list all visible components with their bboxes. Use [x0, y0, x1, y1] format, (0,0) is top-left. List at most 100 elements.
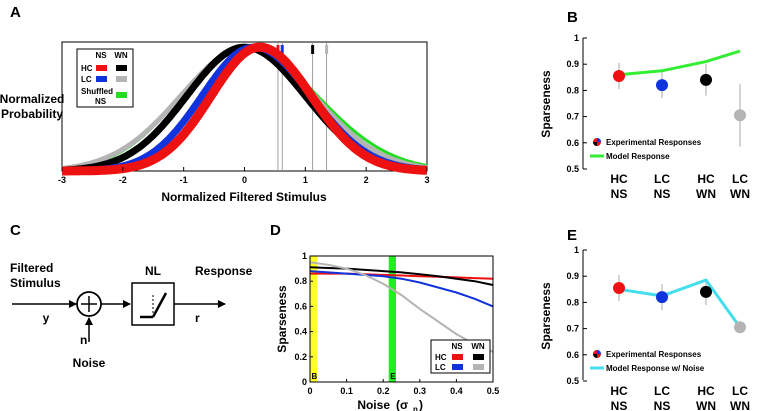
d-band-e — [388, 256, 397, 382]
panel-a-ylabel-1: Normalized — [0, 92, 64, 106]
panel-d-frame — [309, 255, 494, 383]
panel-b-ylabel: Sparseness — [539, 70, 553, 138]
legend-e-exp-marker-blue — [597, 350, 601, 354]
panel-b-model-line — [618, 49, 741, 77]
b-category-label: NS — [654, 187, 671, 201]
panel-a-chart: -3 -2 -1 0 1 2 3 Normalized Filtered Stimulus … — [0, 41, 430, 204]
e-point-hc-ns — [613, 281, 625, 294]
panel-d-legend: NS WN HC LC — [430, 339, 491, 374]
legend-a-row-hc: HC — [81, 64, 93, 73]
legend-b-exp-label: Experimental Responses — [606, 138, 702, 147]
d-line-LC_NS — [309, 270, 494, 308]
d-xtick-label: 0.4 — [450, 386, 463, 396]
a-xtick-label: 2 — [364, 175, 369, 185]
b-point-hc-wn — [700, 73, 712, 86]
panel-a-legend: NS WN HC LC Shuffled NS — [76, 48, 134, 108]
e-ytick-label: 0.5 — [566, 376, 579, 386]
d-xtick-label: 0.3 — [414, 386, 427, 396]
e-category-label: WN — [696, 399, 716, 411]
diagram-input-label-2: Stimulus — [10, 276, 61, 290]
d-ytick-label: 0.6 — [294, 301, 307, 311]
diagram-nl-label: NL — [145, 264, 161, 278]
b-ytick-label: 0.9 — [566, 59, 579, 69]
panel-d-xlabel: Noise — [357, 398, 390, 411]
e-point-lc-ns — [656, 291, 668, 304]
e-ytick-label: 1 — [574, 245, 579, 255]
panel-a-ylabel-2: Probability — [1, 107, 63, 121]
legend-e-model-label: Model Response w/ Noise — [606, 364, 705, 373]
b-ytick-label: 1 — [574, 33, 579, 43]
diagram-r-label: r — [195, 311, 200, 325]
e-category-label: HC — [610, 384, 628, 398]
b-ytick-label: 0.6 — [566, 138, 579, 148]
panel-label-a: A — [10, 4, 21, 21]
a-xtick-label: 1 — [303, 175, 308, 185]
a-threshold-marker — [325, 45, 329, 54]
a-threshold-marker — [311, 45, 315, 54]
panel-d-xlabel-close: ) — [419, 398, 423, 411]
legend-d-swatch-hc-ns — [452, 354, 463, 360]
legend-b-exp-marker-black — [593, 142, 597, 146]
panel-label-e: E — [567, 227, 577, 244]
b-ytick-label: 0.5 — [566, 164, 579, 174]
d-ytick-label: 0.4 — [294, 327, 307, 337]
e-ytick-label: 0.8 — [566, 297, 579, 307]
legend-d-row-hc: HC — [435, 353, 447, 362]
d-xtick-label: 0.1 — [340, 386, 353, 396]
panel-label-b: B — [567, 9, 578, 26]
e-category-label: NS — [611, 399, 628, 411]
diagram-nl-ramp — [151, 292, 168, 318]
panel-e-ylabel: Sparseness — [539, 282, 553, 350]
panel-d-chart: B E 0 0.1 0.2 0.3 0.4 0.5 0 0.2 0.4 0.6 0.8 1 Sparse… — [275, 251, 499, 411]
legend-e-exp-label: Experimental Responses — [606, 350, 702, 359]
panel-c-diagram: Filtered Stimulus y n Noise NL Response … — [10, 261, 253, 370]
e-category-label: WN — [730, 399, 750, 411]
legend-a-row-shuffled-ns: NS — [95, 97, 107, 106]
b-category-label: HC — [697, 172, 715, 186]
e-ytick-label: 0.7 — [566, 324, 579, 334]
e-category-label: LC — [654, 384, 670, 398]
diagram-input-label-1: Filtered — [10, 261, 53, 275]
panel-e-model-line — [618, 278, 742, 329]
b-category-label: NS — [611, 187, 628, 201]
legend-d-swatch-lc-ns — [452, 364, 463, 370]
panel-e-legend: Experimental Responses Model Response w/… — [590, 350, 705, 373]
diagram-n-label: n — [80, 333, 87, 347]
a-threshold-marker — [280, 45, 284, 54]
diagram-y-label: y — [43, 311, 50, 325]
d-band-label: B — [312, 372, 318, 381]
panel-label-c: C — [10, 222, 21, 239]
legend-a-swatch-lc-ns — [96, 76, 107, 82]
d-ytick-label: 0 — [302, 377, 307, 387]
legend-d-swatch-hc-wn — [473, 354, 484, 360]
a-xtick-label: -1 — [180, 175, 188, 185]
b-category-label: WN — [730, 187, 750, 201]
diagram-response-label: Response — [195, 264, 253, 278]
d-band-label: E — [390, 372, 396, 381]
legend-a-swatch-lc-wn — [116, 76, 127, 82]
legend-a-col-ns: NS — [95, 51, 107, 60]
b-ytick-label: 0.8 — [566, 85, 579, 95]
b-category-label: HC — [610, 172, 628, 186]
legend-d-col-wn: WN — [471, 342, 485, 351]
e-point-hc-wn — [700, 285, 712, 298]
legend-b-model-label: Model Response — [606, 152, 670, 161]
a-xtick-label: -3 — [58, 175, 66, 185]
e-ytick-label: 0.9 — [566, 271, 579, 281]
a-xtick-label: 3 — [424, 175, 429, 185]
panel-d-ylabel: Sparseness — [275, 285, 289, 353]
b-category-label: LC — [732, 172, 748, 186]
legend-a-swatch-shuffled — [116, 92, 127, 98]
d-line-LC_WN — [309, 261, 494, 353]
legend-a-row-shuffled: Shuffled — [81, 87, 113, 96]
e-category-label: HC — [697, 384, 715, 398]
panel-a-xlabel: Normalized Filtered Stimulus — [161, 190, 327, 204]
legend-a-swatch-hc-wn — [116, 65, 127, 71]
d-xtick-label: 0.2 — [377, 386, 390, 396]
d-ytick-label: 1 — [302, 251, 307, 261]
legend-a-col-wn: WN — [114, 51, 128, 60]
b-ytick-label: 0.7 — [566, 112, 579, 122]
panel-b-legend: Experimental Responses Model Response — [590, 138, 702, 161]
